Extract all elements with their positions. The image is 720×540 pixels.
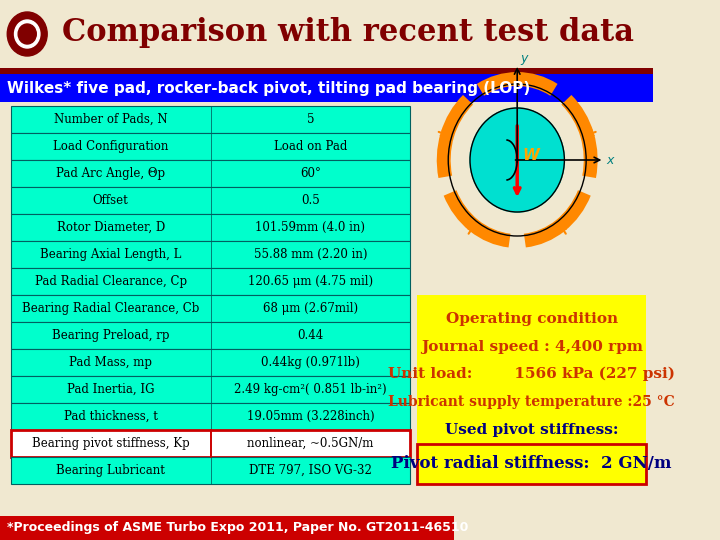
Text: Bearing Preload, rp: Bearing Preload, rp <box>52 329 169 342</box>
Text: Operating condition: Operating condition <box>446 312 618 326</box>
Bar <box>11 133 410 160</box>
Bar <box>418 443 646 484</box>
Text: Pad Inertia, IG: Pad Inertia, IG <box>67 383 155 396</box>
Text: Pivot radial stiffness:  2 GN/m: Pivot radial stiffness: 2 GN/m <box>392 455 672 472</box>
Circle shape <box>470 108 564 212</box>
Bar <box>11 322 410 349</box>
Text: Journal speed : 4,400 rpm: Journal speed : 4,400 rpm <box>420 340 643 354</box>
Bar <box>418 295 646 443</box>
Text: Bearing Radial Clearance, Cb: Bearing Radial Clearance, Cb <box>22 302 199 315</box>
Text: Load on Pad: Load on Pad <box>274 140 347 153</box>
Bar <box>11 214 410 241</box>
Bar <box>0 68 653 74</box>
Text: nonlinear, ~0.5GN/m: nonlinear, ~0.5GN/m <box>247 437 374 450</box>
Bar <box>11 295 410 322</box>
Bar <box>11 106 410 133</box>
Bar <box>0 74 653 102</box>
Text: 68 μm (2.67mil): 68 μm (2.67mil) <box>263 302 358 315</box>
Text: DTE 797, ISO VG-32: DTE 797, ISO VG-32 <box>249 464 372 477</box>
Bar <box>11 349 410 376</box>
Circle shape <box>14 20 40 48</box>
Text: W: W <box>523 147 539 163</box>
Bar <box>11 160 410 187</box>
Text: Pad thickness, t: Pad thickness, t <box>64 410 158 423</box>
Text: Load Configuration: Load Configuration <box>53 140 168 153</box>
Text: Lubricant supply temperature :25 °C: Lubricant supply temperature :25 °C <box>388 395 675 409</box>
Text: Bearing pivot stiffness, Kp: Bearing pivot stiffness, Kp <box>32 437 189 450</box>
Text: 101.59mm (4.0 in): 101.59mm (4.0 in) <box>256 221 365 234</box>
Bar <box>11 376 410 403</box>
Text: x: x <box>606 154 613 167</box>
Bar <box>11 187 410 214</box>
Text: Wilkes* five pad, rocker-back pivot, tilting pad bearing (LOP): Wilkes* five pad, rocker-back pivot, til… <box>7 80 531 96</box>
Text: Rotor Diameter, D: Rotor Diameter, D <box>57 221 165 234</box>
Text: *Proceedings of ASME Turbo Expo 2011, Paper No. GT2011-46510: *Proceedings of ASME Turbo Expo 2011, Pa… <box>7 522 469 535</box>
Text: 2.49 kg-cm²( 0.851 lb-in²): 2.49 kg-cm²( 0.851 lb-in²) <box>234 383 387 396</box>
Bar <box>11 403 410 430</box>
Text: Bearing Axial Length, L: Bearing Axial Length, L <box>40 248 181 261</box>
Text: Offset: Offset <box>93 194 129 207</box>
Text: Unit load:        1566 kPa (227 psi): Unit load: 1566 kPa (227 psi) <box>388 367 675 381</box>
Text: 0.44: 0.44 <box>297 329 323 342</box>
Bar <box>0 516 454 540</box>
Text: Used pivot stiffness:: Used pivot stiffness: <box>445 423 618 437</box>
Text: Pad Radial Clearance, Cp: Pad Radial Clearance, Cp <box>35 275 186 288</box>
Bar <box>11 268 410 295</box>
Text: Pad Mass, mp: Pad Mass, mp <box>69 356 152 369</box>
Text: y: y <box>520 52 527 65</box>
Bar <box>11 430 410 457</box>
Text: Comparison with recent test data: Comparison with recent test data <box>62 17 634 48</box>
Text: 120.65 μm (4.75 mil): 120.65 μm (4.75 mil) <box>248 275 373 288</box>
Bar <box>11 457 410 484</box>
Text: 0.44kg (0.971lb): 0.44kg (0.971lb) <box>261 356 360 369</box>
Bar <box>0 0 653 68</box>
Text: 5: 5 <box>307 113 314 126</box>
Circle shape <box>18 24 36 44</box>
Text: Pad Arc Angle, Θp: Pad Arc Angle, Θp <box>56 167 166 180</box>
Circle shape <box>7 12 48 56</box>
Text: Number of Pads, N: Number of Pads, N <box>54 113 168 126</box>
Text: 55.88 mm (2.20 in): 55.88 mm (2.20 in) <box>253 248 367 261</box>
Text: Bearing Lubricant: Bearing Lubricant <box>56 464 165 477</box>
Text: 0.5: 0.5 <box>301 194 320 207</box>
Text: 19.05mm (3.228inch): 19.05mm (3.228inch) <box>246 410 374 423</box>
Text: 60°: 60° <box>300 167 320 180</box>
Bar <box>11 241 410 268</box>
